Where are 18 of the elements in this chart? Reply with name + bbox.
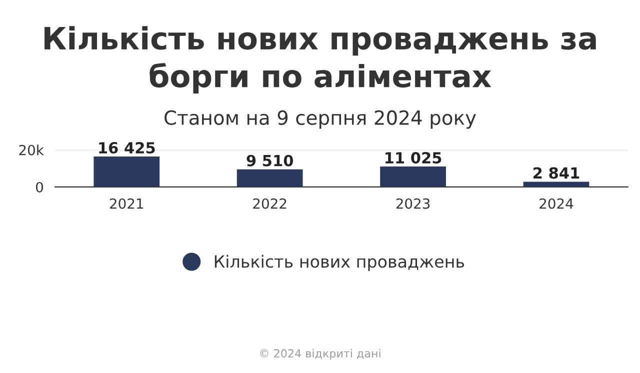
bar bbox=[523, 182, 590, 187]
text: 11 025 bbox=[386, 152, 442, 164]
x-tick-label: 2022 bbox=[253, 198, 286, 209]
x-tick-label: 2024 bbox=[540, 198, 574, 209]
text: 9 510 bbox=[246, 154, 294, 166]
y-tick-label: 20k bbox=[19, 144, 44, 156]
y-tick-label: 0 bbox=[36, 182, 44, 192]
x-tick-label: 2023 bbox=[396, 198, 430, 209]
bar bbox=[236, 169, 303, 187]
bar bbox=[94, 156, 160, 187]
legend-label: Кількість нових проваджень bbox=[214, 254, 464, 272]
text: 2 841 bbox=[534, 167, 580, 179]
chart-subtitle: Станом на 9 серпня 2024 року bbox=[164, 110, 476, 129]
x-tick-label: 2021 bbox=[110, 198, 144, 209]
text: 16 425 bbox=[99, 142, 155, 154]
bar bbox=[380, 166, 446, 187]
text: © 2024 відкриті дані bbox=[260, 348, 380, 360]
chart-title: Кількість нових проваджень за борги по аліментах bbox=[44, 26, 596, 94]
